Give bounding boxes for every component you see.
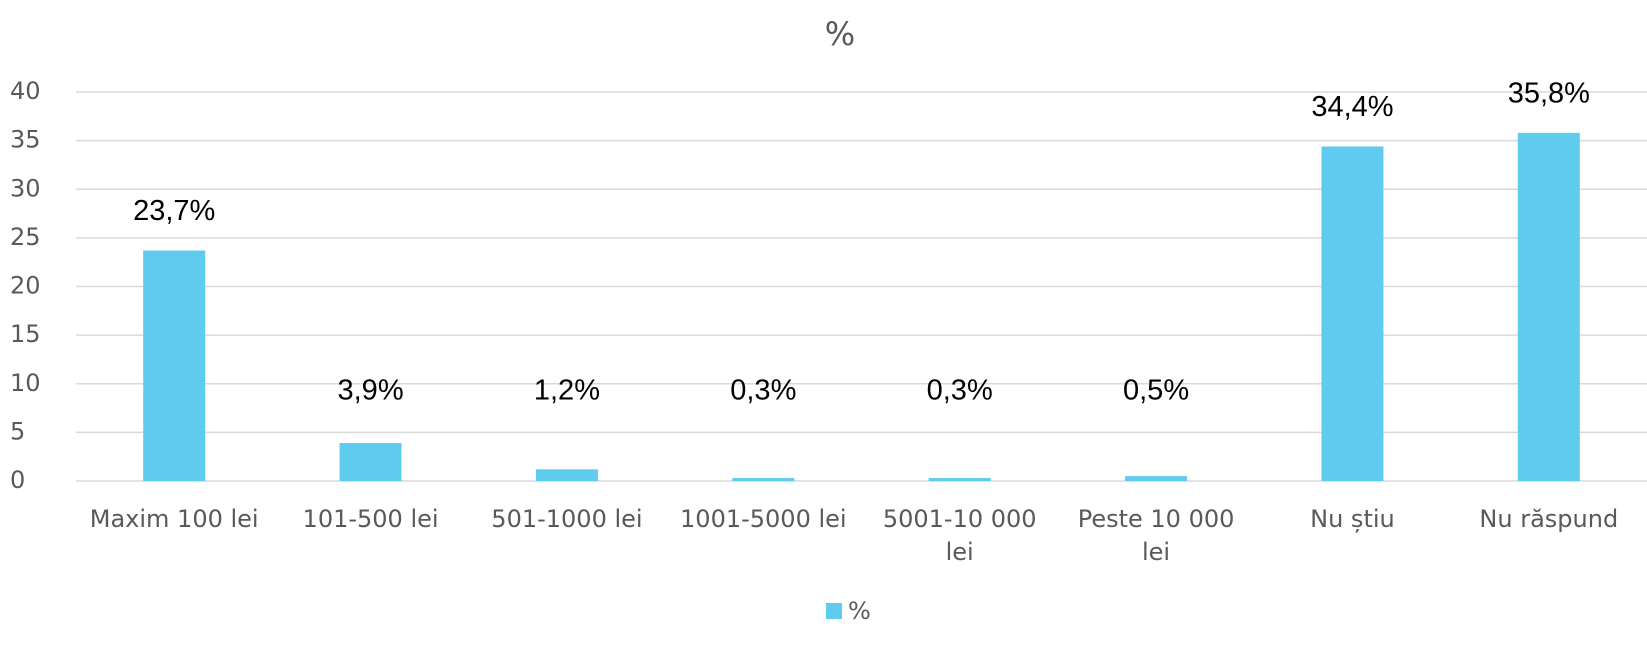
y-tick-label: 15 bbox=[10, 320, 41, 348]
data-label: 1,2% bbox=[534, 375, 600, 407]
x-tick-label: 501-1000 lei bbox=[491, 505, 642, 533]
bar bbox=[928, 478, 991, 481]
y-tick-label: 5 bbox=[10, 417, 25, 445]
y-tick-label: 30 bbox=[10, 174, 41, 202]
data-label: 0,3% bbox=[927, 375, 993, 407]
data-label: 3,9% bbox=[338, 375, 404, 407]
data-label: 23,7% bbox=[133, 195, 215, 227]
bar bbox=[1517, 132, 1580, 481]
y-tick-label: 0 bbox=[10, 466, 25, 494]
legend-label: % bbox=[848, 597, 871, 625]
y-tick-label: 35 bbox=[10, 126, 41, 154]
bar bbox=[143, 250, 206, 481]
y-tick-label: 40 bbox=[10, 77, 41, 105]
x-tick-label: Nu răspund bbox=[1479, 505, 1618, 533]
chart-title: % bbox=[825, 15, 855, 53]
x-tick-label: Maxim 100 lei bbox=[90, 505, 259, 533]
x-tick-label: Peste 10 000 lei bbox=[1078, 505, 1235, 566]
y-tick-label: 20 bbox=[10, 272, 41, 300]
data-label: 0,5% bbox=[1123, 375, 1189, 407]
x-tick-label: Nu știu bbox=[1310, 505, 1395, 533]
data-label: 35,8% bbox=[1508, 78, 1590, 110]
y-tick-label: 10 bbox=[10, 369, 41, 397]
x-tick-label: 101-500 lei bbox=[303, 505, 439, 533]
bar bbox=[1321, 146, 1384, 481]
x-tick-label: 1001-5000 lei bbox=[680, 505, 847, 533]
data-label: 34,4% bbox=[1311, 91, 1393, 123]
y-tick-label: 25 bbox=[10, 223, 41, 251]
legend-swatch bbox=[826, 603, 842, 619]
bar bbox=[339, 443, 402, 481]
x-tick-label: 5001-10 000 lei bbox=[883, 505, 1037, 566]
bar bbox=[732, 478, 795, 481]
bar bbox=[1125, 476, 1188, 481]
bar bbox=[535, 469, 598, 481]
data-label: 0,3% bbox=[730, 375, 796, 407]
